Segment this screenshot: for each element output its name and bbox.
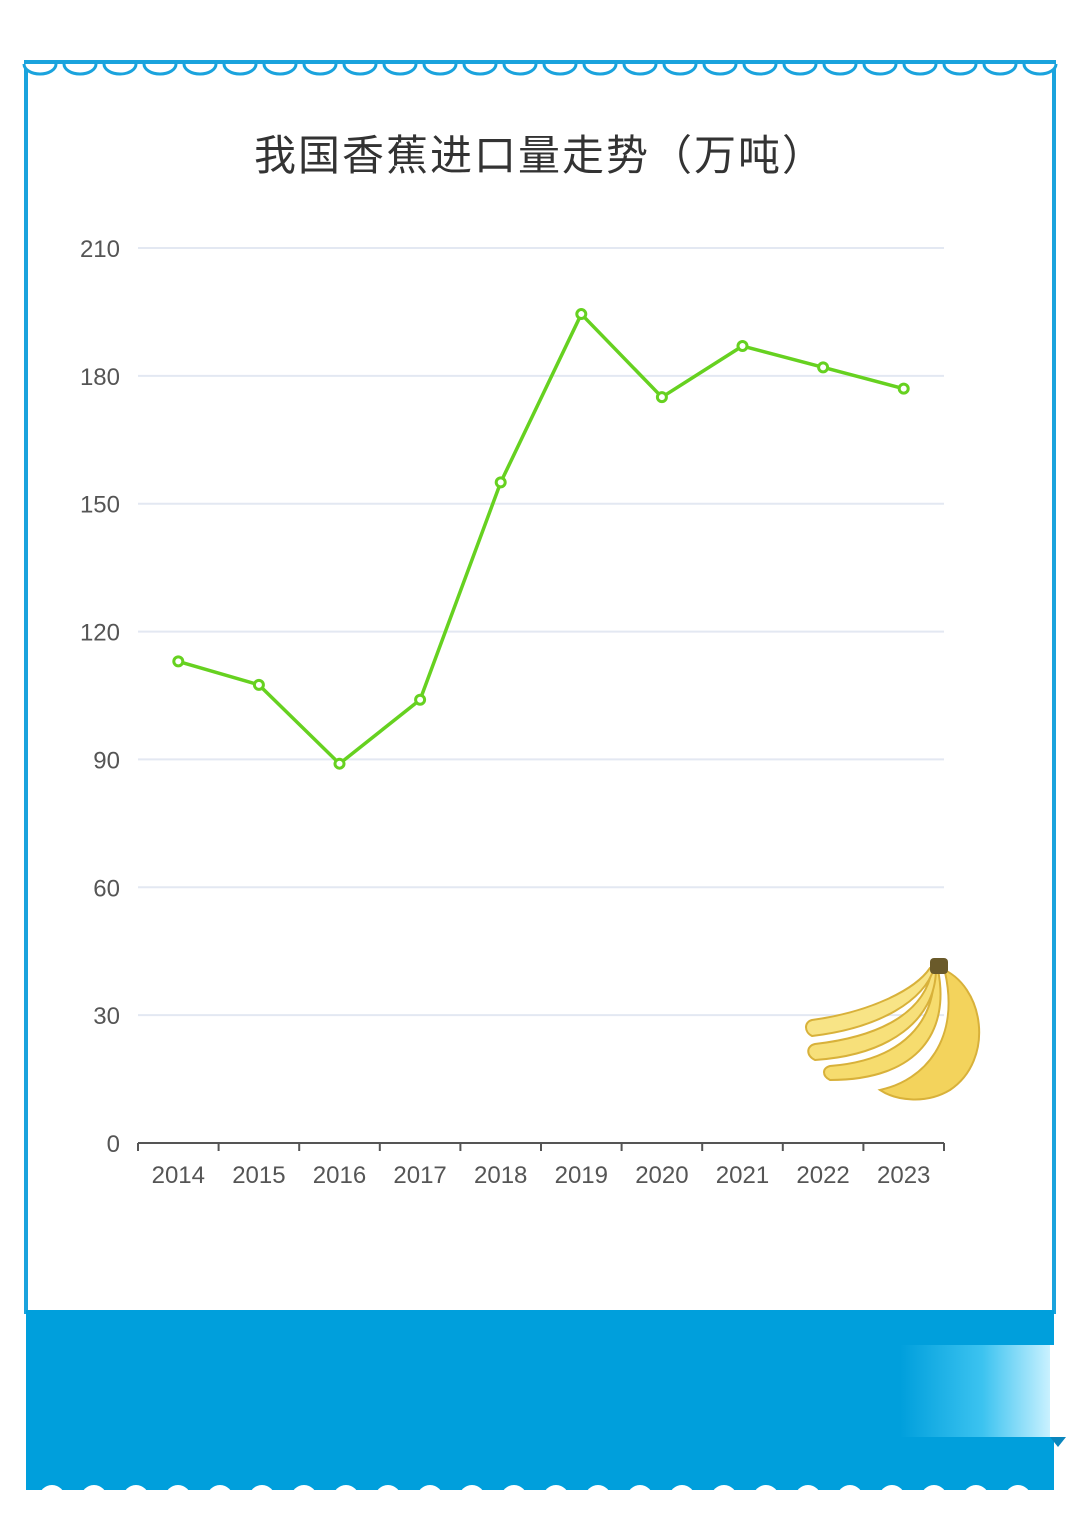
- x-tick-label: 2020: [635, 1162, 688, 1189]
- scallop: [542, 63, 578, 76]
- data-point: [252, 678, 265, 691]
- scallop: [1022, 63, 1058, 76]
- y-axis: 0 30 60 90 120 150 180 210: [80, 236, 120, 1158]
- scallop: [782, 63, 818, 76]
- scallop: [302, 63, 338, 76]
- x-tick-label: 2022: [796, 1162, 849, 1189]
- data-point: [172, 655, 185, 668]
- bottom-blue-band: [26, 1310, 1054, 1490]
- data-point: [897, 382, 910, 395]
- scallop: [982, 63, 1018, 76]
- x-tick-label: 2021: [716, 1162, 769, 1189]
- data-point: [817, 361, 830, 374]
- x-tick-label: 2015: [232, 1162, 285, 1189]
- chart-title: 我国香蕉进口量走势（万吨）: [253, 131, 826, 180]
- scallop: [62, 63, 98, 76]
- y-tick-label: 90: [93, 747, 120, 774]
- bottom-scallop-border: [0, 1485, 1080, 1513]
- data-point: [736, 340, 749, 353]
- scallop: [462, 63, 498, 76]
- x-tick-label: 2019: [555, 1162, 608, 1189]
- y-tick-label: 210: [80, 236, 120, 263]
- x-axis: 2014 2015 2016 2017 2018 2019 2020 2021 2022 2023: [137, 1142, 945, 1189]
- top-scallop-border: [22, 63, 1058, 76]
- series-line-group: [172, 308, 910, 770]
- scallop: [582, 63, 618, 76]
- card-frame: [0, 60, 1080, 1513]
- scallop: [382, 63, 418, 76]
- x-tick-label: 2016: [313, 1162, 366, 1189]
- data-point: [494, 476, 507, 489]
- series-line: [177, 312, 905, 766]
- scallop: [662, 63, 698, 76]
- x-tick-label: 2023: [877, 1162, 930, 1189]
- scallop: [742, 63, 778, 76]
- y-tick-label: 180: [80, 364, 120, 391]
- y-tick-label: 120: [80, 620, 120, 647]
- scallop: [422, 63, 458, 76]
- grid-lines: [138, 247, 944, 1017]
- scallop: [142, 63, 178, 76]
- scallop: [862, 63, 898, 76]
- scallop: [502, 63, 538, 76]
- scallop: [902, 63, 938, 76]
- scallop: [222, 63, 258, 76]
- glossy-tab-decoration: [900, 1345, 1066, 1447]
- scallop: [822, 63, 858, 76]
- scallop: [262, 63, 298, 76]
- y-tick-label: 60: [93, 875, 120, 902]
- y-tick-label: 150: [80, 492, 120, 519]
- x-tick-label: 2014: [152, 1162, 205, 1189]
- scallop: [102, 63, 138, 76]
- page-margin: [0, 1500, 1080, 1513]
- data-point: [655, 391, 668, 404]
- y-tick-label: 0: [107, 1131, 120, 1158]
- scallop: [942, 63, 978, 76]
- data-point: [333, 757, 346, 770]
- scallop: [622, 63, 658, 76]
- x-tick-label: 2017: [393, 1162, 446, 1189]
- y-tick-label: 30: [93, 1003, 120, 1030]
- scallop: [702, 63, 738, 76]
- scallop: [182, 63, 218, 76]
- scallop: [342, 63, 378, 76]
- data-point: [575, 308, 588, 321]
- banana-bunch-icon: [805, 958, 981, 1101]
- data-point: [414, 693, 427, 706]
- scallop: [22, 63, 58, 76]
- x-tick-label: 2018: [474, 1162, 527, 1189]
